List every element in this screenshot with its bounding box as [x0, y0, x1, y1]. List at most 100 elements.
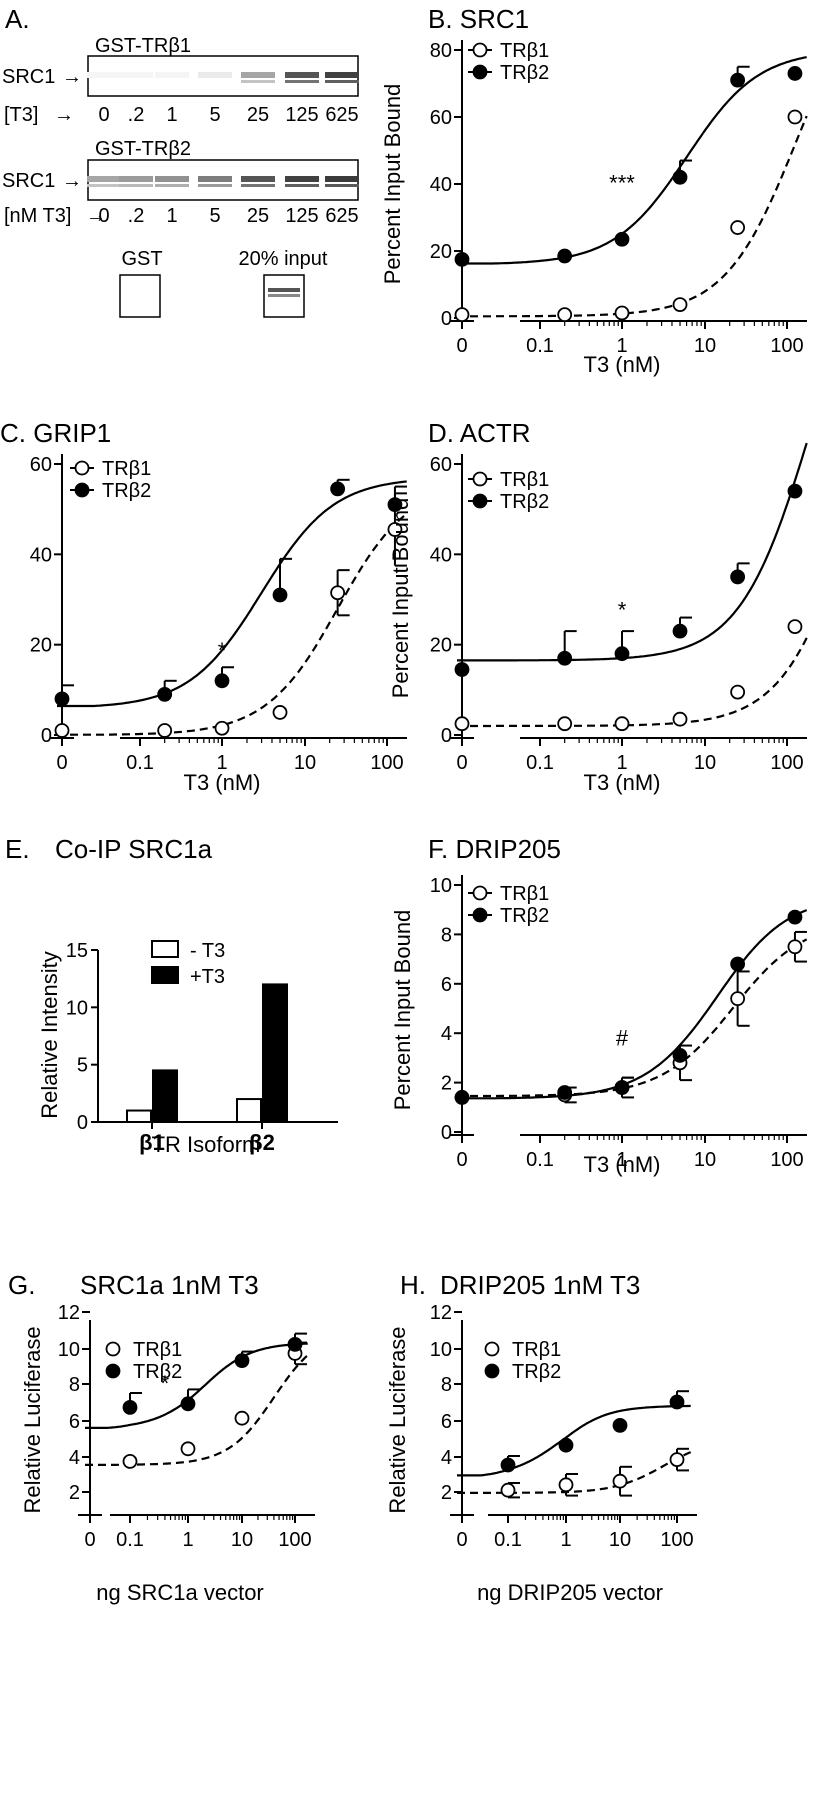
blot-title: GST-TRβ1	[95, 35, 191, 57]
data-point-TRβ2	[214, 673, 230, 689]
x-tick-label: 0.1	[126, 752, 154, 774]
control-label: 20% input	[239, 248, 328, 270]
y-tick-label: 8	[441, 1374, 452, 1396]
data-point-TRβ2	[287, 1337, 303, 1352]
panel-title: SRC1a 1nM T3	[80, 1270, 259, 1300]
blot-band	[325, 176, 359, 182]
significance-marker: *	[618, 598, 627, 623]
data-point-TRβ1	[787, 939, 803, 955]
x-tick-label: 10	[294, 752, 316, 774]
data-point-TRβ1	[614, 305, 630, 321]
data-point-TRβ2	[387, 497, 403, 513]
data-point-TRβ1	[214, 720, 230, 736]
y-tick-label: 0	[41, 725, 52, 747]
x-tick-label: 0	[456, 335, 467, 357]
legend-marker	[472, 42, 488, 58]
y-tick-label: 20	[430, 635, 452, 657]
data-point-TRβ1	[672, 297, 688, 313]
dose-value: 0	[98, 205, 109, 227]
blot-band	[285, 72, 319, 78]
fit-curve-TRβ1	[457, 938, 808, 1098]
data-point-TRβ2	[157, 686, 173, 702]
dose-value: 0	[98, 104, 109, 126]
arrow-icon: →	[86, 205, 106, 227]
data-point-TRβ2	[612, 1418, 628, 1433]
y-tick-label: 6	[69, 1411, 80, 1433]
blot-band	[87, 184, 121, 187]
y-tick-label: 10	[430, 1339, 452, 1361]
panel-H: H. DRIP205 1nM T3 0 0.1 1 10 100 2 4 6 8 10 12 ng DRI…	[385, 1270, 697, 1605]
x-tick-label: 1	[182, 1529, 193, 1551]
legend-label: TRβ1	[512, 1339, 561, 1361]
bar-+T3-β2	[262, 983, 288, 1124]
x-tick-label: β2	[249, 1130, 275, 1155]
data-point-TRβ1	[558, 1477, 574, 1493]
data-point-TRβ2	[500, 1457, 516, 1473]
data-point-TRβ1	[234, 1410, 250, 1426]
panel-title: C. GRIP1	[0, 418, 111, 448]
data-point-TRβ1	[612, 1473, 628, 1489]
y-tick-label: 60	[430, 454, 452, 476]
y-axis-label: Relative Luciferase	[20, 1326, 45, 1513]
blot-band	[155, 176, 189, 182]
panel-B: B. SRC1 0 0.1 1 10 100 0 20 40 60 80 T3 (nM) Percent…	[380, 4, 808, 377]
panel-title: B. SRC1	[428, 4, 529, 34]
dose-value: 1	[166, 104, 177, 126]
x-tick-label: 10	[694, 1149, 716, 1171]
data-point-TRβ1	[180, 1441, 196, 1457]
data-point-TRβ1	[54, 723, 70, 738]
blot-band	[268, 294, 300, 297]
dose-value: 25	[247, 104, 269, 126]
dose-value: 5	[209, 205, 220, 227]
legend-label: TRβ1	[500, 883, 549, 905]
x-axis-label: ng SRC1a vector	[96, 1580, 264, 1605]
x-axis-label: ng DRIP205 vector	[477, 1580, 663, 1605]
legend-label: TRβ2	[133, 1361, 182, 1383]
arrow-icon: →	[62, 66, 82, 88]
y-tick-label: 4	[441, 1447, 452, 1469]
blot-band	[119, 176, 153, 182]
x-tick-label: 10	[609, 1529, 631, 1551]
data-point-TRβ1	[730, 991, 746, 1007]
legend-marker	[105, 1341, 121, 1357]
x-tick-label: β1	[139, 1130, 165, 1155]
data-point-TRβ1	[272, 705, 288, 720]
significance-marker: *	[218, 638, 227, 663]
blot-band	[241, 184, 275, 187]
data-point-TRβ1	[454, 307, 470, 323]
blot-band	[241, 80, 275, 83]
y-tick-label: 4	[441, 1023, 452, 1045]
data-point-TRβ1	[787, 109, 803, 125]
fit-curve-TRβ2	[457, 1404, 691, 1477]
blot-band	[241, 72, 275, 78]
panel-title: F. DRIP205	[428, 834, 561, 864]
data-point-TRβ1	[557, 307, 573, 323]
x-tick-label: 0	[84, 1529, 95, 1551]
y-tick-label: 20	[30, 635, 52, 657]
x-tick-label: 0.1	[526, 335, 554, 357]
x-tick-label: 0.1	[494, 1529, 522, 1551]
x-tick-label: 0.1	[526, 752, 554, 774]
dose-value: 625	[325, 104, 358, 126]
x-tick-label: 1	[616, 1149, 627, 1171]
panel-letter: A.	[5, 4, 30, 34]
blot-title: GST-TRβ2	[95, 138, 191, 160]
blot-band	[325, 72, 359, 78]
y-tick-label: 10	[430, 875, 452, 897]
panel-letter: H.	[400, 1270, 426, 1300]
dose-value: 5	[209, 104, 220, 126]
y-tick-label: 40	[430, 544, 452, 566]
bar-- T3-β1	[126, 1109, 152, 1123]
x-tick-label: 1	[560, 1529, 571, 1551]
panel-title: D. ACTR	[428, 418, 531, 448]
blot-band	[119, 72, 153, 78]
data-point-TRβ1	[157, 723, 173, 738]
panel-letter: E.	[5, 834, 30, 864]
dose-value: 125	[285, 205, 318, 227]
fit-curve-TRβ1	[457, 115, 808, 318]
y-tick-label: 2	[441, 1482, 452, 1504]
dose-value: 25	[247, 205, 269, 227]
y-axis-label: Relative Luciferase	[385, 1326, 410, 1513]
fit-curve-TRβ1	[457, 1451, 692, 1494]
fit-curve-TRβ2	[85, 1342, 308, 1429]
